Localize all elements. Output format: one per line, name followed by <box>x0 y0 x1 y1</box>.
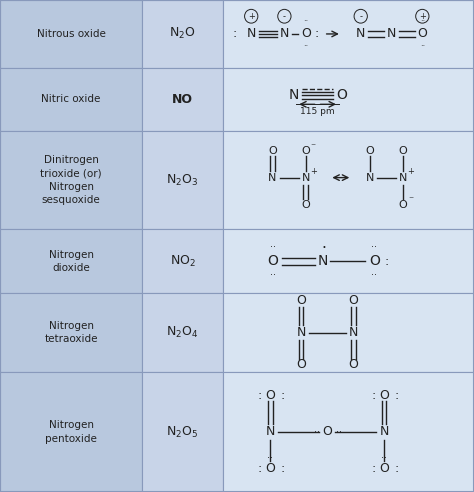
Text: ··: ·· <box>270 243 275 252</box>
Text: :: : <box>281 389 284 401</box>
Text: N: N <box>379 426 389 438</box>
Text: N: N <box>301 173 310 183</box>
Text: N$_2$O$_4$: N$_2$O$_4$ <box>166 325 199 340</box>
FancyBboxPatch shape <box>142 372 223 492</box>
Text: :: : <box>314 28 318 40</box>
FancyBboxPatch shape <box>0 131 142 229</box>
Text: N: N <box>246 28 256 40</box>
Text: O: O <box>369 254 380 268</box>
Text: O: O <box>265 389 275 401</box>
Text: ··: ·· <box>419 42 425 51</box>
FancyBboxPatch shape <box>223 131 474 229</box>
Text: N: N <box>268 173 277 183</box>
Text: Nitrous oxide: Nitrous oxide <box>36 29 106 39</box>
FancyBboxPatch shape <box>0 0 142 68</box>
Text: :: : <box>372 389 375 401</box>
Text: Nitrogen
pentoxide: Nitrogen pentoxide <box>45 420 97 444</box>
Text: O: O <box>399 200 407 210</box>
FancyBboxPatch shape <box>0 68 142 131</box>
Text: :: : <box>281 462 284 475</box>
Text: ··: ·· <box>270 270 275 280</box>
Text: N: N <box>399 173 407 183</box>
Text: ⁻: ⁻ <box>311 142 316 152</box>
Text: O: O <box>322 426 332 438</box>
Text: :: : <box>385 255 389 268</box>
Text: O: O <box>348 294 358 307</box>
Text: N: N <box>387 28 396 40</box>
Text: ··: ·· <box>303 42 309 51</box>
Text: :: : <box>394 462 398 475</box>
Text: -: - <box>283 12 286 21</box>
Text: Nitric oxide: Nitric oxide <box>41 94 101 104</box>
Text: NO$_2$: NO$_2$ <box>170 254 195 269</box>
Text: ··: ·· <box>337 427 342 437</box>
Text: :: : <box>372 462 375 475</box>
Text: Dinitrogen
trioxide (or)
Nitrogen
sesquoxide: Dinitrogen trioxide (or) Nitrogen sesquo… <box>40 155 102 205</box>
Text: +: + <box>407 167 414 176</box>
FancyBboxPatch shape <box>223 293 474 372</box>
Text: O: O <box>365 146 374 155</box>
Text: :: : <box>258 462 262 475</box>
FancyBboxPatch shape <box>142 293 223 372</box>
Text: +: + <box>310 167 317 176</box>
Text: O: O <box>379 462 389 475</box>
Text: O: O <box>268 146 277 155</box>
Text: ··: ·· <box>303 17 309 26</box>
Text: O: O <box>379 389 389 401</box>
Text: O: O <box>348 358 358 371</box>
Text: O: O <box>296 294 306 307</box>
Text: 115 pm: 115 pm <box>300 107 335 116</box>
Text: ··: ·· <box>419 17 425 26</box>
Text: N: N <box>296 326 306 339</box>
Text: N$_2$O$_3$: N$_2$O$_3$ <box>166 173 199 187</box>
Text: :: : <box>394 389 398 401</box>
Text: ··: ·· <box>314 427 319 437</box>
Text: N$_2$O: N$_2$O <box>169 27 196 41</box>
Text: O: O <box>301 200 310 210</box>
Text: N: N <box>317 254 328 268</box>
FancyBboxPatch shape <box>223 229 474 293</box>
Text: O: O <box>336 89 346 102</box>
FancyBboxPatch shape <box>0 229 142 293</box>
Text: :: : <box>233 28 237 40</box>
Text: -: - <box>359 12 362 21</box>
Text: N: N <box>356 28 365 40</box>
FancyBboxPatch shape <box>223 372 474 492</box>
Text: ··: ·· <box>381 453 387 463</box>
Text: O: O <box>265 462 275 475</box>
Text: N: N <box>280 28 289 40</box>
Text: N: N <box>365 173 374 183</box>
Text: :: : <box>258 389 262 401</box>
Text: N: N <box>265 426 275 438</box>
Text: Nitrogen
dioxide: Nitrogen dioxide <box>49 249 93 273</box>
Text: N: N <box>289 89 299 102</box>
Text: ··: ·· <box>372 270 377 280</box>
FancyBboxPatch shape <box>223 68 474 131</box>
Text: O: O <box>418 28 427 40</box>
Text: ··: ·· <box>372 243 377 252</box>
Text: O: O <box>399 146 407 155</box>
Text: +: + <box>419 12 426 21</box>
Text: ⁻: ⁻ <box>408 195 413 205</box>
FancyBboxPatch shape <box>142 131 223 229</box>
Text: NO: NO <box>172 93 193 106</box>
FancyBboxPatch shape <box>142 0 223 68</box>
Text: +: + <box>248 12 255 21</box>
Text: ·: · <box>321 241 326 256</box>
FancyBboxPatch shape <box>142 229 223 293</box>
Text: N: N <box>348 326 358 339</box>
Text: O: O <box>267 254 278 268</box>
Text: ··: ·· <box>267 453 273 463</box>
FancyBboxPatch shape <box>142 68 223 131</box>
Text: O: O <box>296 358 306 371</box>
FancyBboxPatch shape <box>223 0 474 68</box>
FancyBboxPatch shape <box>0 293 142 372</box>
Text: Nitrogen
tetraoxide: Nitrogen tetraoxide <box>45 321 98 344</box>
Text: O: O <box>301 28 310 40</box>
Text: O: O <box>301 146 310 155</box>
FancyBboxPatch shape <box>0 372 142 492</box>
Text: N$_2$O$_5$: N$_2$O$_5$ <box>166 425 199 439</box>
